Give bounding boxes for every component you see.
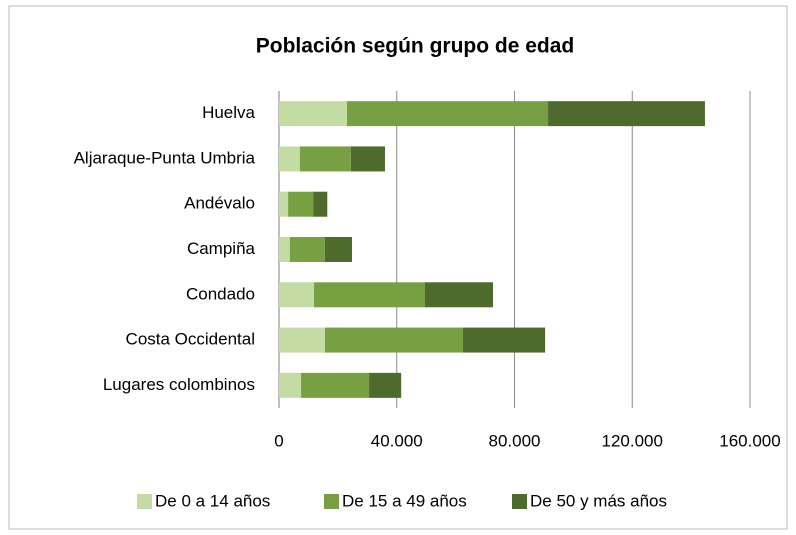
x-tick-label: 160.000 [719,431,780,450]
bar-segment [279,372,302,398]
bar-segment [289,237,325,262]
x-tick-label: 40.000 [371,431,423,450]
x-tick-label: 120.000 [602,431,663,450]
legend-label: De 0 a 14 años [155,491,270,510]
bar-segment [279,101,348,127]
bar-segment [301,372,370,398]
chart-frame [8,5,788,530]
y-tick-label: Condado [186,284,255,303]
bar-segment [279,237,290,262]
bar-segment [350,146,385,172]
bar-segment [314,282,426,308]
y-tick-label: Andévalo [184,194,255,213]
chart-title: Población según grupo de edad [256,35,575,58]
bar-segment [369,372,402,398]
y-tick-label: Huelva [202,103,255,122]
bar-segment [548,101,705,127]
bar-segment [324,327,463,353]
legend-swatch [137,494,152,509]
bar-segment [288,191,314,217]
bar-segment [279,191,289,217]
bar-segment [425,282,494,308]
legend-swatch [324,494,339,509]
bar-segment [462,327,546,353]
bar-segment [299,146,351,172]
bar-segment [347,101,549,127]
y-tick-label: Campiña [187,239,256,258]
legend-label: De 50 y más años [530,491,667,510]
y-tick-label: Lugares colombinos [103,375,255,394]
legend-label: De 15 a 49 años [342,491,467,510]
bar-segment [313,191,328,217]
bar-segment [324,237,353,262]
y-tick-label: Costa Occidental [126,330,255,349]
legend-swatch [512,494,527,509]
x-tick-label: 0 [274,431,283,450]
x-tick-label: 80.000 [489,431,541,450]
y-tick-label: Aljaraque-Punta Umbria [74,148,256,167]
bar-segment [279,146,300,172]
bar-segment [279,327,325,353]
bar-segment [279,282,315,308]
